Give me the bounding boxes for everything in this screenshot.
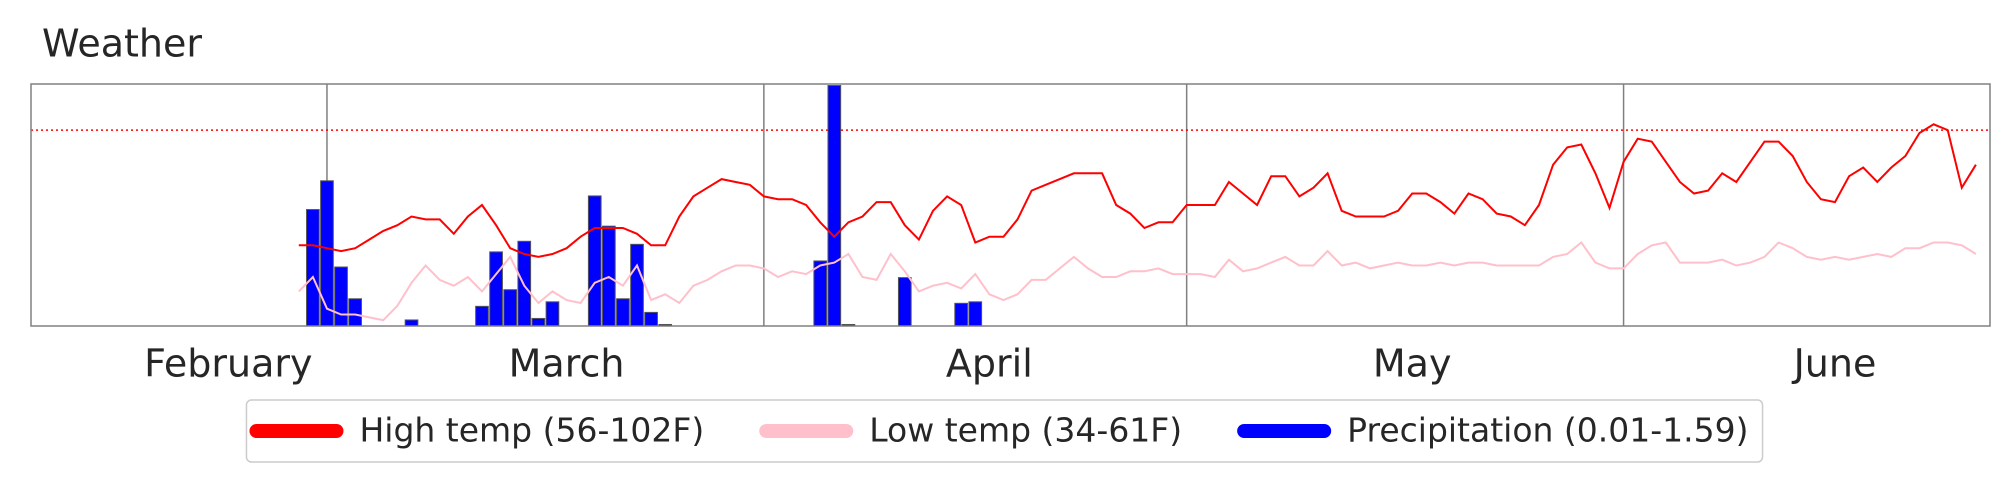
legend-box <box>245 399 1764 463</box>
precip-bar <box>489 251 503 326</box>
precip-bar <box>897 277 912 326</box>
precip-bar <box>827 85 842 326</box>
legend: High temp (56-102F) Low temp (34-61F) Prec… <box>245 399 1764 463</box>
precip-bar <box>531 317 546 326</box>
chart-title: Weather <box>42 22 202 66</box>
precip-bar <box>475 305 489 326</box>
precip-bar <box>587 195 602 326</box>
precip-bar <box>968 301 983 326</box>
x-tick-label: June <box>1792 342 1877 386</box>
precip-bar <box>644 311 658 326</box>
precip-bar <box>813 260 828 326</box>
plot-area <box>298 85 1977 326</box>
precip-bar <box>404 319 419 326</box>
precip-bar <box>545 301 560 326</box>
x-tick-label: May <box>1373 342 1452 386</box>
temp-line <box>298 241 1977 322</box>
temp-line <box>298 123 1977 258</box>
precip-bar <box>630 243 644 326</box>
precip-bar <box>954 302 969 326</box>
legend-label: Low temp (34-61F) <box>869 411 1182 450</box>
precip-bar <box>616 298 630 326</box>
precip-bar <box>503 289 518 326</box>
precip-bar <box>306 209 320 326</box>
precip-bar <box>334 266 348 326</box>
x-tick-label: March <box>509 342 625 386</box>
legend-label: High temp (56-102F) <box>359 411 704 450</box>
plot-frame <box>30 83 1991 327</box>
x-tick-label: April <box>946 342 1033 386</box>
precip-bar <box>348 298 362 326</box>
precip-bar <box>320 180 334 326</box>
x-tick-label: February <box>144 342 312 386</box>
legend-label: Precipitation (0.01-1.59) <box>1347 411 1748 450</box>
